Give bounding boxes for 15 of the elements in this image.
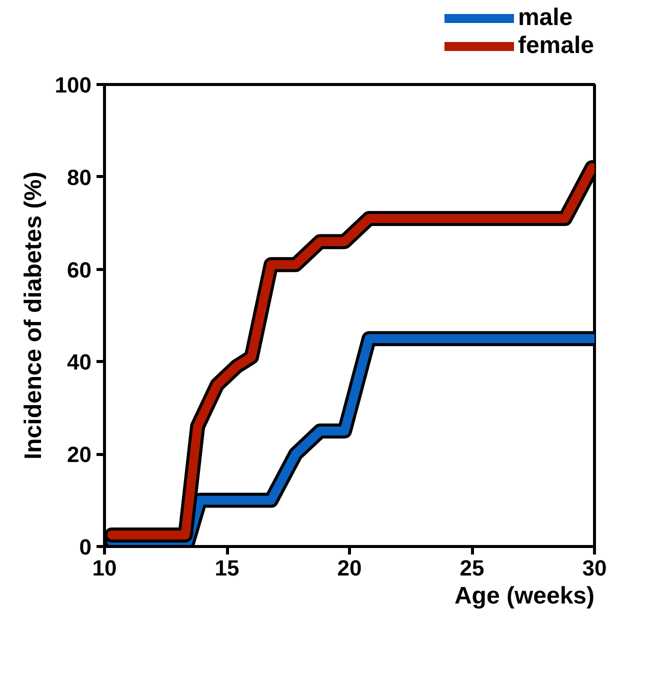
x-tick-label: 10 [92, 556, 117, 580]
x-tick-label: 15 [214, 556, 240, 580]
y-tick-label: 80 [67, 164, 92, 190]
x-tick-label: 20 [337, 556, 362, 580]
y-tick-label: 100 [54, 72, 92, 98]
y-tick-label: 40 [67, 350, 92, 375]
x-tick-label: 25 [460, 556, 484, 580]
y-axis-title: Incidence of diabetes (%) [20, 171, 47, 460]
x-tick-label: 30 [582, 556, 607, 580]
legend-label: female [518, 32, 594, 60]
x-axis-title: Age (weeks) [454, 582, 595, 610]
y-tick-label: 0 [79, 534, 92, 560]
y-tick-label: 20 [67, 442, 92, 468]
legend-label: male [518, 4, 573, 32]
y-tick-label: 60 [67, 257, 92, 282]
